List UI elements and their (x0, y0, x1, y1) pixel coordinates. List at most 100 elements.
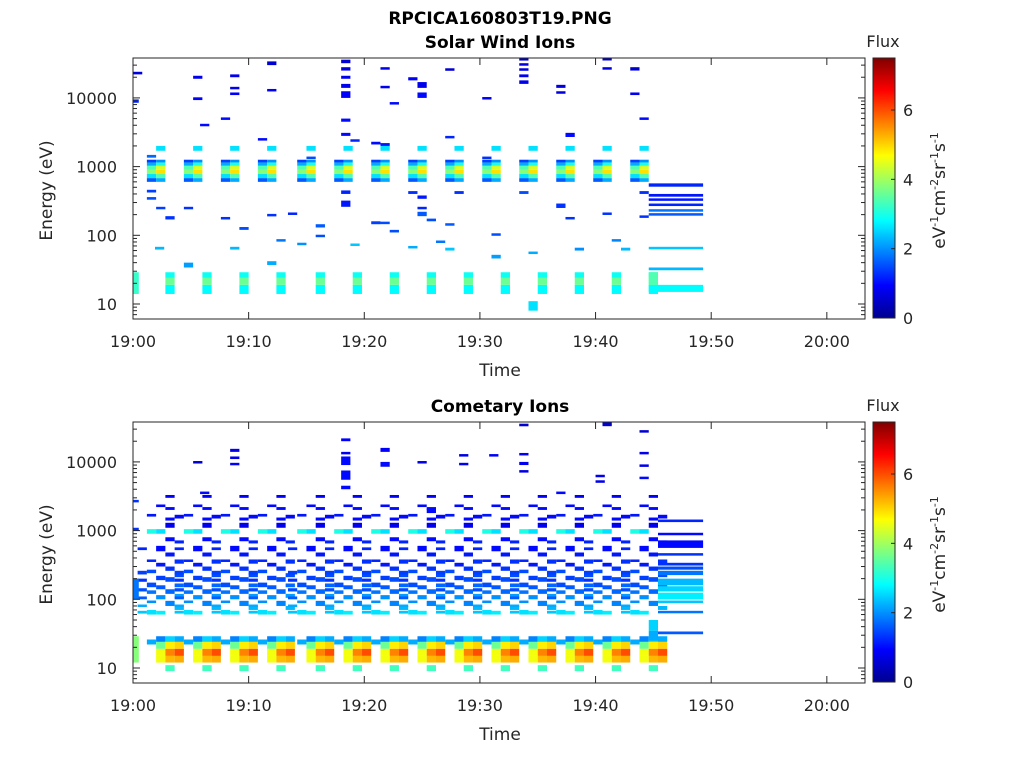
spectrogram-cell (472, 514, 483, 519)
spectrogram-cell (463, 648, 473, 656)
spectrogram-cell (489, 454, 499, 457)
spectrogram-cell (133, 636, 139, 663)
spectrogram-cell (602, 165, 612, 170)
spectrogram-cell (315, 224, 325, 228)
spectrogram-cell (380, 575, 390, 581)
spectrogram-cell (426, 589, 436, 594)
spectrogram-cell (380, 178, 390, 182)
spectrogram-cell (193, 595, 203, 600)
spectrogram-cell (230, 448, 240, 452)
spectrogram-cell (454, 595, 464, 600)
spectrogram-cell (454, 575, 464, 581)
spectrogram-cell (593, 582, 603, 588)
spectrogram-cell (621, 610, 631, 614)
spectrogram-cell (230, 246, 240, 250)
spectrogram-cell (297, 165, 307, 170)
spectrogram-cell (556, 174, 566, 179)
spectrogram-cell (267, 178, 277, 182)
spectrogram-cell (602, 504, 612, 508)
spectrogram-cell (202, 494, 212, 498)
spectrogram-cell (454, 504, 464, 508)
spectrogram-cell (267, 174, 277, 179)
spectrogram-cell (528, 610, 538, 615)
spectrogram-cell (574, 641, 584, 649)
spectrogram-cell (202, 277, 212, 285)
spectrogram-cell (595, 474, 605, 478)
spectrogram-cell (556, 491, 566, 495)
spectrogram-cell (341, 190, 351, 194)
spectrogram-cell (639, 178, 649, 182)
spectrogram-cell (648, 183, 704, 187)
spectrogram-cell (220, 174, 231, 179)
spectrogram-cell (639, 648, 649, 656)
spectrogram-cell (183, 559, 194, 562)
spectrogram-cell (528, 251, 538, 255)
spectrogram-cell (389, 102, 399, 105)
spectrogram-cell (426, 537, 436, 542)
spectrogram-cell (658, 540, 704, 548)
spectrogram-cell (593, 590, 603, 594)
spectrogram-cell (556, 91, 566, 94)
spectrogram-cell (648, 507, 659, 510)
spectrogram-cell (491, 174, 501, 179)
spectrogram-cell (165, 566, 175, 571)
spectrogram-cell (239, 600, 249, 606)
spectrogram-cell (361, 588, 372, 592)
spectrogram-cell (472, 596, 483, 600)
spectrogram-cell (500, 537, 510, 542)
spectrogram-cell (389, 566, 399, 571)
spectrogram-cell (408, 159, 418, 163)
spectrogram-cell (220, 529, 231, 534)
spectrogram-cell (306, 162, 316, 166)
spectrogram-cell (463, 566, 473, 571)
spectrogram-cell (174, 655, 184, 663)
spectrogram-cell (267, 585, 277, 590)
spectrogram-cell (220, 178, 231, 182)
spectrogram-cell (621, 593, 631, 598)
spectrogram-cell (306, 636, 316, 642)
spectrogram-cell (211, 641, 221, 649)
spectrogram-cell (574, 589, 584, 594)
spectrogram-cell (200, 491, 210, 495)
spectrogram-cell (565, 159, 575, 163)
spectrogram-cell (193, 562, 203, 567)
spectrogram-cell (472, 641, 483, 649)
spectrogram-cell (146, 582, 157, 588)
spectrogram-cell (193, 636, 203, 642)
spectrogram-cell (267, 529, 277, 534)
spectrogram-cell (472, 655, 483, 663)
spectrogram-cell (343, 169, 353, 175)
spectrogram-cell (454, 159, 464, 163)
spectrogram-cell (556, 600, 566, 604)
units-base: eV (930, 226, 950, 248)
spectrogram-cell (146, 169, 157, 175)
spectrogram-cell (565, 178, 575, 182)
spectrogram-cell (417, 595, 427, 600)
y-tick-label: 10 (97, 659, 117, 678)
spectrogram-cell (306, 575, 316, 581)
colorbar-tick-label: 4 (903, 170, 913, 189)
spectrogram-cell (658, 648, 668, 656)
spectrogram-cell (248, 514, 258, 519)
spectrogram-cell (146, 197, 157, 200)
spectrogram-cell (380, 585, 390, 590)
spectrogram-cell (174, 559, 184, 564)
spectrogram-cell (565, 575, 575, 581)
spectrogram-cell (426, 665, 436, 672)
spectrogram-cell (528, 636, 538, 642)
spectrogram-cell (463, 522, 473, 528)
spectrogram-cell (398, 573, 409, 578)
spectrogram-cell (472, 610, 483, 614)
spectrogram-cell (426, 272, 436, 278)
spectrogram-cell (315, 517, 325, 521)
spectrogram-cell (380, 145, 390, 151)
spectrogram-cell (630, 529, 640, 534)
units-base: cm (930, 554, 950, 580)
spectrogram-cell (371, 609, 381, 615)
spectrogram-cell (154, 246, 165, 250)
spectrogram-cell (324, 514, 335, 519)
spectrogram-cell (248, 583, 258, 588)
spectrogram-cell (174, 636, 184, 642)
spectrogram-cell (639, 595, 649, 600)
spectrogram-cell (519, 162, 529, 166)
